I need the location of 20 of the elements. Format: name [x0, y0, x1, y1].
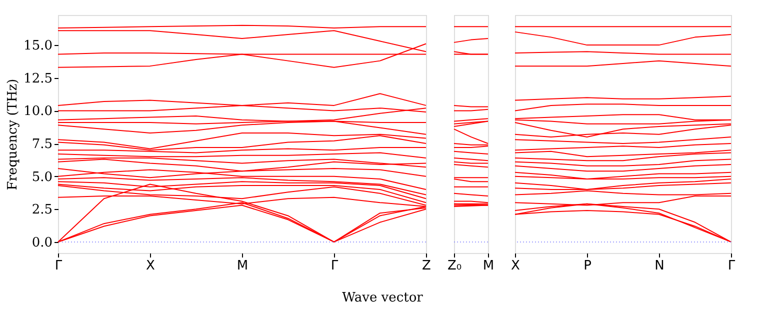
- x-tick-label: Z₀: [447, 258, 462, 274]
- x-tick-label: N: [654, 258, 664, 274]
- x-tick-label: X: [146, 258, 156, 274]
- x-tick-label: M: [482, 258, 494, 274]
- x-tick-label: Γ: [330, 258, 339, 274]
- x-tick-label: X: [511, 258, 520, 274]
- x-tick-label: P: [584, 258, 592, 274]
- x-axis-title: Wave vector: [342, 290, 424, 306]
- y-tick-label: 7.5: [32, 137, 52, 152]
- y-tick-label: 5.0: [32, 170, 52, 185]
- y-tick-label: 2.5: [32, 202, 52, 218]
- y-axis-title: Frequency (THz): [6, 78, 21, 190]
- y-tick-label: 0.0: [32, 235, 52, 250]
- y-tick-label: 12.5: [24, 71, 52, 86]
- x-tick-label: Z: [422, 258, 432, 274]
- x-tick-label: Γ: [54, 258, 63, 274]
- x-tick-label: Γ: [728, 258, 736, 274]
- y-tick-label: 15.0: [24, 38, 52, 54]
- y-tick-label: 10.0: [24, 104, 52, 120]
- x-tick-label: M: [236, 258, 248, 274]
